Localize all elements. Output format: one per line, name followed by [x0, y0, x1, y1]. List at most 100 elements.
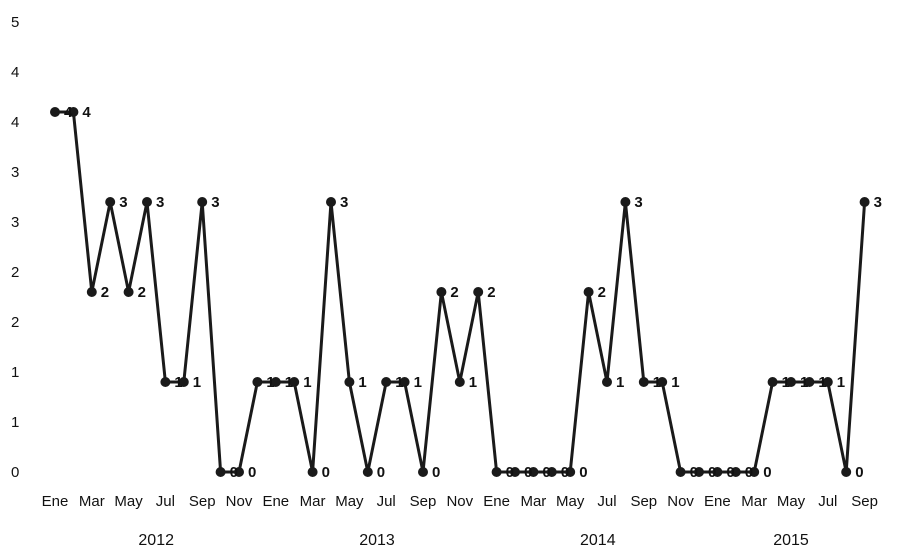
y-tick-label: 3	[11, 214, 19, 231]
x-tick-label: May	[556, 493, 585, 510]
data-point	[326, 197, 336, 207]
data-label: 2	[450, 284, 458, 301]
data-label: 3	[211, 194, 219, 211]
data-point	[123, 287, 134, 297]
data-label: 0	[542, 464, 550, 481]
data-label: 0	[230, 464, 238, 481]
data-point	[528, 467, 539, 477]
data-point	[730, 467, 741, 477]
data-point	[344, 377, 355, 387]
x-tick-label: May	[777, 493, 806, 510]
data-points	[50, 107, 870, 477]
data-label: 1	[174, 374, 182, 391]
data-point	[399, 377, 410, 387]
data-label: 0	[561, 464, 569, 481]
year-label: 2012	[138, 532, 174, 548]
data-label: 1	[395, 374, 403, 391]
data-point	[160, 377, 171, 387]
data-label: 1	[616, 374, 624, 391]
data-label: 1	[266, 374, 274, 391]
x-tick-label: Sep	[630, 493, 657, 510]
data-point	[252, 377, 263, 387]
data-point	[473, 287, 484, 297]
data-point	[178, 377, 189, 387]
data-label: 2	[598, 284, 606, 301]
data-point	[602, 377, 612, 387]
data-point	[804, 377, 815, 387]
data-label: 0	[855, 464, 863, 481]
x-tick-label: Mar	[741, 493, 767, 510]
data-point	[767, 377, 778, 387]
x-tick-label: Ene	[704, 493, 731, 510]
data-point	[749, 467, 760, 477]
data-point	[454, 377, 465, 387]
y-tick-label: 4	[11, 114, 19, 131]
y-axis-ticks: 0 1 1 2 2 3 3 4 4 5	[11, 14, 19, 481]
data-point	[50, 107, 60, 117]
data-point	[418, 467, 428, 477]
x-tick-label: Mar	[79, 493, 105, 510]
data-label: 1	[193, 374, 201, 391]
data-point	[712, 467, 723, 477]
data-point	[86, 287, 97, 297]
x-tick-label: May	[335, 493, 364, 510]
x-tick-label: Mar	[520, 493, 546, 510]
y-tick-label: 1	[11, 364, 19, 381]
data-label: 3	[119, 194, 127, 211]
data-label: 0	[763, 464, 771, 481]
data-point	[510, 467, 520, 477]
data-label: 0	[579, 464, 587, 481]
x-tick-label: Nov	[226, 493, 253, 510]
year-label: 2015	[773, 532, 809, 548]
data-label: 3	[634, 194, 642, 211]
y-tick-label: 1	[11, 414, 19, 431]
year-labels: 2012 2013 2014 2015	[138, 532, 808, 548]
x-tick-label: May	[114, 493, 143, 510]
data-point	[565, 467, 576, 477]
data-label: 2	[138, 284, 146, 301]
data-point	[68, 107, 79, 117]
data-label: 4	[82, 104, 91, 121]
x-tick-label: Jul	[156, 493, 175, 510]
data-label: 0	[708, 464, 716, 481]
data-point	[638, 377, 649, 387]
data-point	[694, 467, 704, 477]
x-tick-label: Sep	[189, 493, 216, 510]
data-label: 0	[322, 464, 330, 481]
data-label: 1	[285, 374, 293, 391]
data-point	[142, 197, 152, 207]
data-label: 1	[303, 374, 311, 391]
data-label: 1	[818, 374, 826, 391]
data-label: 1	[653, 374, 661, 391]
x-axis-ticks: Ene Mar May Jul Sep Nov Ene Mar May Jul Sep Nov Ene M…	[42, 493, 878, 510]
data-label: 0	[524, 464, 532, 481]
data-label: 1	[800, 374, 808, 391]
data-point	[546, 467, 557, 477]
y-tick-label: 3	[11, 164, 19, 181]
data-point	[436, 287, 447, 297]
data-label: 1	[414, 374, 422, 391]
y-tick-label: 5	[11, 14, 19, 31]
data-point	[234, 467, 244, 477]
data-label: 0	[377, 464, 385, 481]
data-label: 0	[506, 464, 514, 481]
x-tick-label: Ene	[483, 493, 510, 510]
data-point	[491, 467, 502, 477]
series-lines	[55, 110, 867, 474]
data-label: 2	[101, 284, 109, 301]
x-tick-label: Nov	[667, 493, 694, 510]
data-label: 3	[156, 194, 164, 211]
data-label: 3	[874, 194, 882, 211]
x-tick-label: Jul	[818, 493, 837, 510]
x-tick-label: Jul	[377, 493, 396, 510]
data-point	[362, 467, 373, 477]
x-tick-label: Ene	[42, 493, 69, 510]
data-point	[841, 467, 852, 477]
data-point	[270, 377, 281, 387]
data-point	[859, 197, 870, 207]
series-line	[55, 110, 867, 474]
data-point	[307, 467, 318, 477]
data-point	[786, 377, 796, 387]
